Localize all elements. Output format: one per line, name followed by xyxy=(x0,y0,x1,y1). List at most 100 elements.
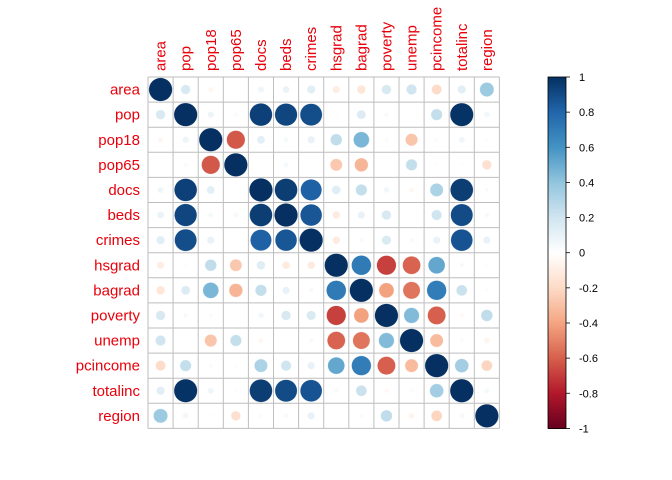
row-label-region: region xyxy=(98,408,140,425)
colorbar-segment xyxy=(548,347,566,350)
corr-circle-crimes-beds xyxy=(274,229,298,252)
corr-circle-area-pop65 xyxy=(234,88,238,91)
corr-circle-pcincome-pop xyxy=(179,359,192,372)
colorbar-segment xyxy=(548,112,566,115)
colorbar-segment xyxy=(548,201,566,205)
colorbar-segment xyxy=(548,266,566,270)
colorbar-segment xyxy=(548,192,566,196)
colorbar-segment xyxy=(548,126,566,129)
colorbar-segment xyxy=(548,78,566,82)
corr-circle-pcincome-poverty xyxy=(377,356,396,375)
colorbar-segment xyxy=(548,243,566,247)
corr-circle-pcincome-region xyxy=(481,359,493,372)
colorbar-segment xyxy=(548,293,566,296)
corr-circle-hsgrad-pop18 xyxy=(204,259,217,272)
colorbar-segment xyxy=(548,331,566,335)
colorbar-segment xyxy=(548,380,566,384)
colorbar-segment xyxy=(548,184,566,187)
colorbar-segment xyxy=(548,265,566,268)
colorbar-segment xyxy=(548,145,566,148)
corr-circle-area-pcincome xyxy=(431,84,442,95)
corr-circle-docs-bagrad xyxy=(355,184,368,196)
corr-circle-area-crimes xyxy=(306,85,316,94)
corr-circle-unemp-area xyxy=(155,335,166,346)
colorbar-segment xyxy=(548,363,566,366)
corr-circle-pop65-pcincome xyxy=(434,163,439,167)
colorbar-segment xyxy=(548,252,566,256)
colorbar-segment xyxy=(548,344,566,347)
corr-circle-region-bagrad xyxy=(359,413,364,419)
corr-circle-hsgrad-beds xyxy=(281,261,291,270)
corr-circle-area-totalinc xyxy=(457,85,467,94)
corr-circle-totalinc-totalinc xyxy=(449,378,474,403)
corr-circle-pop65-pop xyxy=(183,162,188,168)
corr-circle-docs-pop18 xyxy=(206,185,215,195)
colorbar-segment xyxy=(548,319,566,322)
colorbar-segment xyxy=(548,136,566,140)
colorbar-segment xyxy=(548,345,566,349)
colorbar-segment xyxy=(548,393,566,396)
colorbar-segment xyxy=(548,286,566,289)
corr-circle-hsgrad-pop65 xyxy=(229,258,243,272)
corr-circle-docs-unemp xyxy=(408,187,415,193)
corr-circle-docs-crimes xyxy=(300,179,322,201)
corr-circle-beds-hsgrad xyxy=(332,211,341,220)
corr-circle-docs-area xyxy=(157,186,164,194)
corr-circle-pcincome-beds xyxy=(280,360,292,372)
corr-circle-region-region xyxy=(474,403,499,428)
corr-circle-crimes-region xyxy=(482,236,491,245)
corr-circle-unemp-totalinc xyxy=(459,338,464,343)
colorbar-segment xyxy=(548,124,566,127)
colorbar-segment xyxy=(548,249,566,252)
corr-circle-crimes-docs xyxy=(250,229,272,251)
corr-circle-pop18-beds xyxy=(283,136,289,143)
colorbar-segment xyxy=(548,257,566,261)
corr-circle-region-pop65 xyxy=(230,410,241,421)
corr-circle-bagrad-hsgrad xyxy=(326,280,347,301)
corr-circle-docs-totalinc xyxy=(450,178,474,202)
corr-circle-poverty-poverty xyxy=(374,303,399,328)
corr-circle-pop65-totalinc xyxy=(459,163,464,167)
colorbar-segment xyxy=(548,203,566,206)
corr-circle-unemp-pop65 xyxy=(229,334,242,347)
colorbar-segment xyxy=(548,208,566,212)
colorbar-segment xyxy=(548,226,566,229)
corr-circle-region-pcincome xyxy=(430,410,443,422)
variable-labels: areaareapoppoppop18pop18pop65pop65docsdo… xyxy=(76,7,496,425)
row-label-unemp: unemp xyxy=(94,333,140,350)
corr-circle-crimes-pop18 xyxy=(206,236,215,245)
corr-circle-totalinc-pop18 xyxy=(207,387,215,395)
colorbar-segment xyxy=(548,154,566,157)
corr-circle-docs-poverty xyxy=(383,186,390,193)
colorbar-tick-label: 0.8 xyxy=(579,107,594,119)
corr-circle-totalinc-pop xyxy=(173,378,198,403)
corr-circle-pcincome-hsgrad xyxy=(327,357,345,375)
colorbar-segment xyxy=(548,396,566,400)
colorbar-segment xyxy=(548,375,566,379)
corr-circle-pop-totalinc xyxy=(449,102,474,127)
colorbar-segment xyxy=(548,351,566,354)
colorbar-segment xyxy=(548,196,566,199)
colorbar-segment xyxy=(548,291,566,294)
colorbar-segment xyxy=(548,189,566,192)
colorbar-segment xyxy=(548,417,566,421)
corr-circle-unemp-poverty xyxy=(378,332,395,349)
colorbar-segment xyxy=(548,231,566,234)
corr-circle-crimes-hsgrad xyxy=(332,236,341,245)
colorbar-segment xyxy=(548,101,566,104)
corr-circle-region-poverty xyxy=(380,409,393,422)
corr-circle-region-crimes xyxy=(307,411,316,420)
colorbar-segment xyxy=(548,77,566,80)
corr-circle-pop18-region xyxy=(485,137,489,142)
corr-circle-beds-area xyxy=(156,211,165,219)
colorbar-segment xyxy=(548,407,566,410)
colorbar-segment xyxy=(548,108,566,111)
corr-circle-area-poverty xyxy=(381,84,392,95)
colorbar-segment xyxy=(548,259,566,263)
corr-circle-hsgrad-area xyxy=(156,261,165,270)
corr-circle-unemp-unemp xyxy=(399,328,424,353)
colorbar-segment xyxy=(548,82,566,85)
colorbar-segment xyxy=(548,240,566,243)
col-label-hsgrad: hsgrad xyxy=(328,25,345,71)
colorbar-segment xyxy=(548,235,566,238)
